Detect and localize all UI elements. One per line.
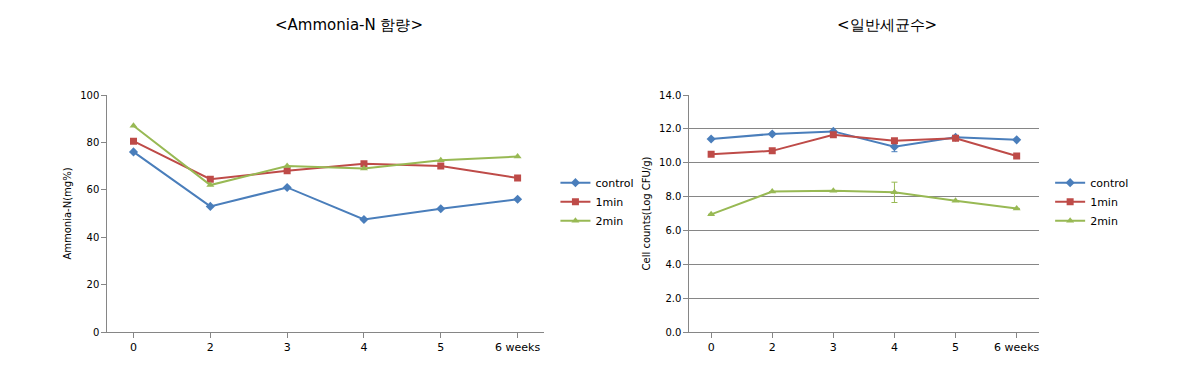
- svg-text:0.0: 0.0: [665, 327, 681, 338]
- svg-text:6 weeks: 6 weeks: [495, 341, 540, 354]
- svg-text:4.0: 4.0: [665, 259, 681, 270]
- svg-text:Cell counts(Log CFU/g): Cell counts(Log CFU/g): [641, 156, 652, 270]
- svg-text:5: 5: [952, 341, 959, 354]
- svg-text:Ammonia-N(mg%): Ammonia-N(mg%): [62, 167, 73, 259]
- svg-text:0: 0: [130, 341, 137, 354]
- svg-text:4: 4: [360, 341, 367, 354]
- svg-text:<Ammonia-N 함량>: <Ammonia-N 함량>: [275, 16, 423, 34]
- svg-text:3: 3: [284, 341, 291, 354]
- svg-text:control: control: [595, 177, 633, 190]
- svg-text:100: 100: [80, 90, 99, 101]
- svg-text:2min: 2min: [595, 215, 623, 228]
- svg-text:4: 4: [891, 341, 898, 354]
- svg-text:12.0: 12.0: [659, 123, 681, 134]
- svg-text:<일반세균수>: <일반세균수>: [837, 16, 937, 34]
- svg-text:0: 0: [93, 327, 99, 338]
- svg-text:60: 60: [87, 184, 100, 195]
- svg-text:5: 5: [437, 341, 444, 354]
- svg-text:6 weeks: 6 weeks: [994, 341, 1039, 354]
- svg-text:1min: 1min: [1090, 196, 1118, 209]
- svg-text:3: 3: [830, 341, 837, 354]
- svg-text:6.0: 6.0: [665, 225, 681, 236]
- svg-text:40: 40: [87, 232, 100, 243]
- svg-text:0: 0: [708, 341, 715, 354]
- svg-text:8.0: 8.0: [665, 191, 681, 202]
- svg-text:2min: 2min: [1090, 215, 1118, 228]
- svg-text:2.0: 2.0: [665, 293, 681, 304]
- svg-text:14.0: 14.0: [659, 90, 681, 101]
- svg-text:control: control: [1090, 177, 1128, 190]
- svg-text:10.0: 10.0: [659, 157, 681, 168]
- svg-text:20: 20: [87, 279, 100, 290]
- svg-text:2: 2: [207, 341, 214, 354]
- svg-text:1min: 1min: [595, 196, 623, 209]
- svg-text:80: 80: [87, 137, 100, 148]
- svg-text:2: 2: [769, 341, 776, 354]
